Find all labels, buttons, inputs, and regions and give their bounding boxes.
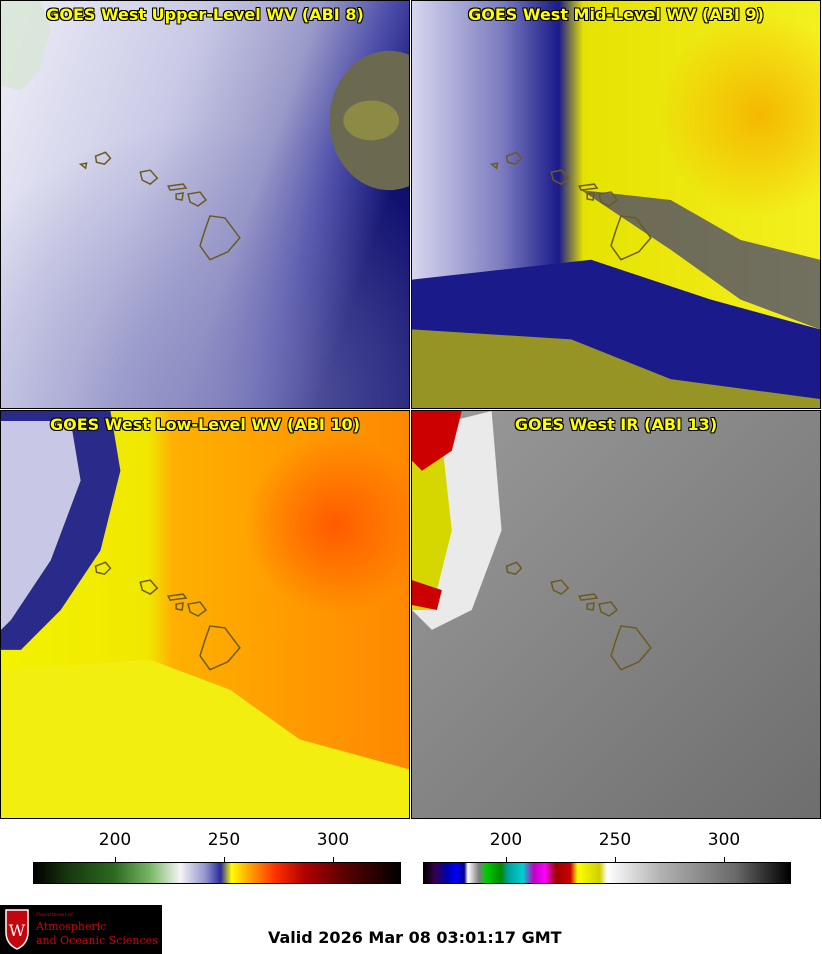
wv-tick-mark xyxy=(115,857,116,862)
mid-level-wv-image xyxy=(412,1,820,408)
ir-image xyxy=(412,411,820,818)
wv-tick-label: 300 xyxy=(316,830,350,850)
logo-line-2: and Oceanic Sciences xyxy=(36,934,158,947)
ir-tick-label: 200 xyxy=(489,830,523,850)
wv-tick-label: 200 xyxy=(98,830,132,850)
low-level-wv-image xyxy=(1,411,409,818)
ir-tick-mark xyxy=(615,857,616,862)
upper-level-wv-image xyxy=(1,1,409,408)
wv-tick-label: 250 xyxy=(207,830,241,850)
ir-tick-mark xyxy=(724,857,725,862)
logo-line-1: Atmospheric xyxy=(36,920,107,933)
wv-colorbar xyxy=(33,862,401,884)
panel-title: GOES West IR (ABI 13) xyxy=(514,415,718,434)
ir-colorbar xyxy=(423,862,791,884)
upper-level-wv-panel: GOES West Upper-Level WV (ABI 8) xyxy=(0,0,410,409)
ir-tick-mark xyxy=(506,857,507,862)
ir-panel: GOES West IR (ABI 13) xyxy=(411,410,821,819)
wv-tick-mark xyxy=(333,857,334,862)
uw-crest-icon: W xyxy=(5,909,29,950)
wv-tick-mark xyxy=(224,857,225,862)
panel-title: GOES West Low-Level WV (ABI 10) xyxy=(49,415,360,434)
logo-dept-line: Department of xyxy=(36,912,73,918)
panel-title: GOES West Upper-Level WV (ABI 8) xyxy=(46,5,364,24)
low-level-wv-panel: GOES West Low-Level WV (ABI 10) xyxy=(0,410,410,819)
aos-logo: W Department of Atmospheric and Oceanic … xyxy=(0,905,162,954)
ir-tick-label: 300 xyxy=(707,830,741,850)
panel-title: GOES West Mid-Level WV (ABI 9) xyxy=(468,5,764,24)
mid-level-wv-panel: GOES West Mid-Level WV (ABI 9) xyxy=(411,0,821,409)
crest-letter: W xyxy=(9,921,26,940)
valid-time: Valid 2026 Mar 08 03:01:17 GMT xyxy=(268,928,562,947)
ir-tick-label: 250 xyxy=(598,830,632,850)
